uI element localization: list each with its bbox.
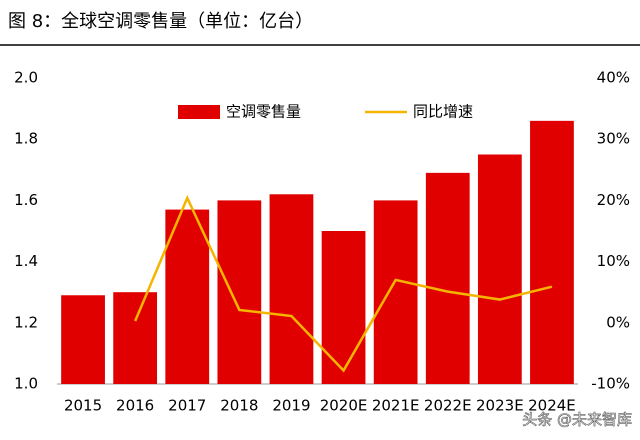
- legend-label: 同比增速: [413, 103, 473, 121]
- bar: [269, 194, 314, 384]
- x-tick-label: 2019: [272, 397, 310, 415]
- y-tick-label: 1.2: [14, 313, 38, 331]
- x-tick-label: 2018: [220, 397, 258, 415]
- x-tick-label: 2020E: [320, 397, 368, 415]
- y2-tick-label: 10%: [597, 252, 630, 270]
- y2-tick-label: 20%: [597, 191, 630, 209]
- y2-tick-label: -10%: [591, 375, 630, 393]
- x-tick-label: 2016: [116, 397, 154, 415]
- y-tick-label: 2.0: [14, 69, 38, 87]
- y-tick-label: 1.4: [14, 252, 38, 270]
- bar: [321, 231, 366, 384]
- y-tick-label: 1.0: [14, 375, 38, 393]
- x-tick-label: 2023E: [476, 397, 524, 415]
- y2-tick-label: 40%: [597, 69, 630, 87]
- legend-label: 空调零售量: [226, 103, 301, 121]
- y-tick-label: 1.8: [14, 130, 38, 148]
- x-tick-label: 2015: [64, 397, 102, 415]
- bar: [477, 154, 522, 384]
- x-tick-label: 2017: [168, 397, 206, 415]
- y2-tick-label: 0%: [606, 313, 630, 331]
- bar: [217, 200, 262, 384]
- legend-swatch: [178, 105, 220, 119]
- line: [133, 194, 553, 373]
- watermark: 头条 @未来智库: [522, 411, 632, 429]
- bar: [113, 292, 158, 384]
- bar: [373, 200, 418, 384]
- y2-tick-label: 30%: [597, 130, 630, 148]
- bar: [530, 120, 574, 384]
- x-tick-label: 2022E: [424, 397, 472, 415]
- x-tick-label: 2021E: [372, 397, 420, 415]
- y-tick-label: 1.6: [14, 191, 38, 209]
- bar: [61, 295, 105, 384]
- chart-title: 图 8：全球空调零售量（单位：亿台）: [8, 11, 313, 32]
- bar: [425, 172, 470, 384]
- bar: [165, 209, 210, 384]
- x-tick-label: 2024E: [528, 397, 576, 415]
